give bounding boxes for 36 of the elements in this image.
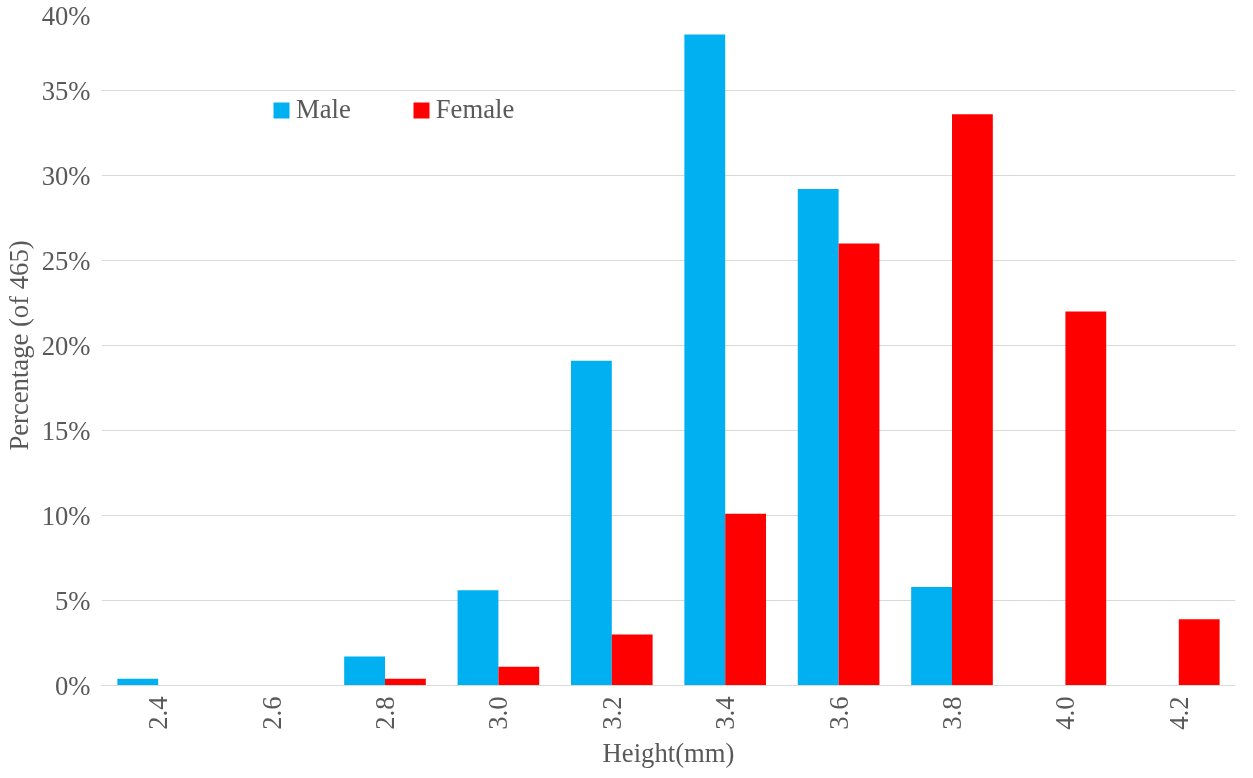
x-tick-label: 2.6 — [256, 696, 287, 730]
legend-label: Female — [435, 94, 515, 125]
bar — [911, 586, 952, 686]
y-tick-label: 10% — [41, 500, 91, 531]
bar — [1065, 311, 1107, 686]
bar — [1178, 619, 1220, 686]
x-tick-label: 3.4 — [710, 696, 741, 730]
x-tick-label: 4.2 — [1163, 696, 1194, 730]
bar — [498, 666, 540, 686]
legend-label: Male — [296, 94, 351, 125]
bar — [611, 634, 653, 686]
x-tick-label: 3.8 — [937, 696, 967, 730]
y-tick-label: 0% — [54, 670, 91, 701]
bar — [725, 513, 767, 686]
y-tick-label: 30% — [41, 160, 91, 191]
y-tick-label: 35% — [41, 75, 91, 106]
x-tick-label: 3.2 — [596, 696, 627, 730]
bar — [684, 34, 726, 686]
y-tick-label: 25% — [41, 245, 91, 276]
y-axis-title: Percentage (of 465) — [3, 240, 34, 451]
x-tick-label: 4.0 — [1050, 696, 1081, 730]
y-tick-label: 15% — [41, 415, 91, 446]
x-tick-label: 3.6 — [823, 696, 854, 730]
y-tick-label: 40% — [41, 0, 91, 31]
bar — [344, 656, 385, 686]
bar — [457, 590, 499, 686]
x-tick-label: 3.0 — [483, 696, 514, 730]
bar — [797, 189, 839, 686]
x-tick-label: 2.8 — [370, 696, 400, 730]
x-axis-title: Height(mm) — [602, 737, 735, 768]
bar — [570, 360, 612, 686]
bar — [838, 243, 880, 686]
y-tick-label: 20% — [41, 330, 91, 361]
x-tick-label: 2.4 — [143, 696, 174, 730]
y-tick-label: 5% — [54, 585, 91, 616]
bar — [952, 114, 993, 686]
